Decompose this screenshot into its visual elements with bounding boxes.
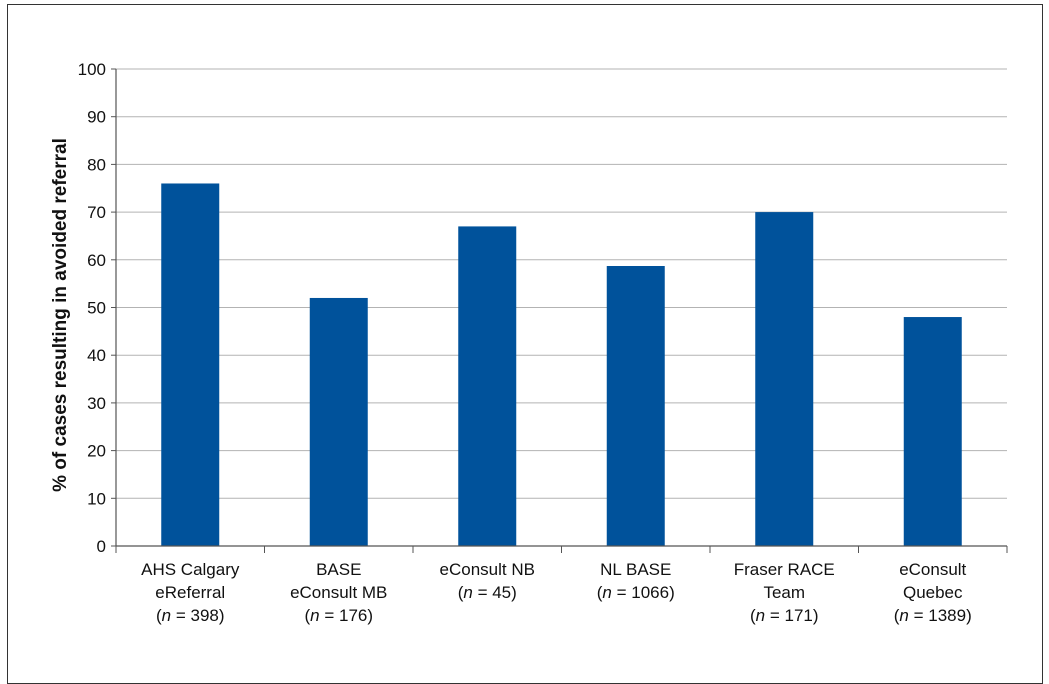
category-line: eConsult <box>899 560 966 579</box>
x-category-labels: AHS Calgary eReferral (n = 398) BASE eConsul… <box>141 560 972 625</box>
y-tick-label: 70 <box>87 203 106 222</box>
y-axis-label: % of cases resulting in avoided referral <box>50 138 71 492</box>
bar <box>606 266 665 546</box>
bar <box>161 183 220 547</box>
category-n-label: (n = 1066) <box>597 583 675 602</box>
category-n-label: (n = 45) <box>458 583 517 602</box>
x-category-label: Fraser RACE Team (n = 171) <box>734 560 835 625</box>
x-category-label: NL BASE (n = 1066) <box>597 560 675 602</box>
y-tick-label: 60 <box>87 251 106 270</box>
y-tick-label: 40 <box>87 346 106 365</box>
category-line: Team <box>763 583 805 602</box>
category-line: eConsult MB <box>290 583 387 602</box>
y-tick-label: 90 <box>87 108 106 127</box>
category-n-label: (n = 171) <box>750 606 819 625</box>
y-tick-label: 100 <box>78 60 106 79</box>
category-n-label: (n = 176) <box>304 606 373 625</box>
gridlines <box>116 68 1007 499</box>
category-line: NL BASE <box>600 560 671 579</box>
bar <box>458 226 517 546</box>
bar <box>903 317 962 546</box>
x-category-label: eConsult Quebec (n = 1389) <box>894 560 972 625</box>
y-tick-label: 50 <box>87 299 106 318</box>
y-tick-label: 10 <box>87 489 106 508</box>
y-tick-label: 30 <box>87 394 106 413</box>
category-n-label: (n = 1389) <box>894 606 972 625</box>
axes <box>111 68 1008 553</box>
category-n-label: (n = 398) <box>156 606 225 625</box>
y-tick-label: 80 <box>87 155 106 174</box>
y-tick-labels: 0 10 20 30 40 50 60 70 80 90 100 <box>78 60 106 556</box>
category-line: Fraser RACE <box>734 560 835 579</box>
y-tick-label: 20 <box>87 442 106 461</box>
category-line: eConsult NB <box>440 560 535 579</box>
category-line: Quebec <box>903 583 963 602</box>
bar <box>755 212 814 546</box>
x-category-label: eConsult NB (n = 45) <box>440 560 535 602</box>
category-line: BASE <box>316 560 361 579</box>
y-tick-label: 0 <box>97 537 106 556</box>
category-line: eReferral <box>155 583 225 602</box>
bars <box>161 183 962 547</box>
x-category-label: BASE eConsult MB (n = 176) <box>290 560 387 625</box>
bar <box>309 297 368 546</box>
category-line: AHS Calgary <box>141 560 240 579</box>
x-category-label: AHS Calgary eReferral (n = 398) <box>141 560 240 625</box>
